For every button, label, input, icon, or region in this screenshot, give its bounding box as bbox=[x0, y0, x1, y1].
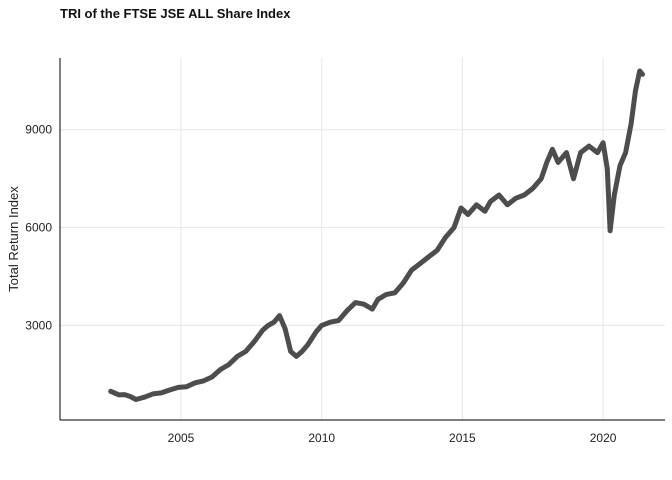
x-tick-label: 2015 bbox=[449, 431, 476, 445]
y-tick-label: 3000 bbox=[25, 318, 52, 332]
axes bbox=[59, 58, 665, 421]
y-axis-title: Total Return Index bbox=[6, 186, 21, 292]
x-tick-label: 2010 bbox=[308, 431, 335, 445]
series-line bbox=[108, 68, 645, 402]
x-tick-label: 2020 bbox=[590, 431, 617, 445]
series-layer bbox=[108, 68, 645, 402]
chart-title: TRI of the FTSE JSE ALL Share Index bbox=[60, 6, 291, 21]
y-tick-label: 6000 bbox=[25, 221, 52, 235]
y-tick-label: 9000 bbox=[25, 123, 52, 137]
x-tick-label: 2005 bbox=[168, 431, 195, 445]
tick-labels: 2005 2010 2015 2020 3000 6000 9000 bbox=[25, 123, 616, 445]
gridlines bbox=[60, 58, 665, 420]
